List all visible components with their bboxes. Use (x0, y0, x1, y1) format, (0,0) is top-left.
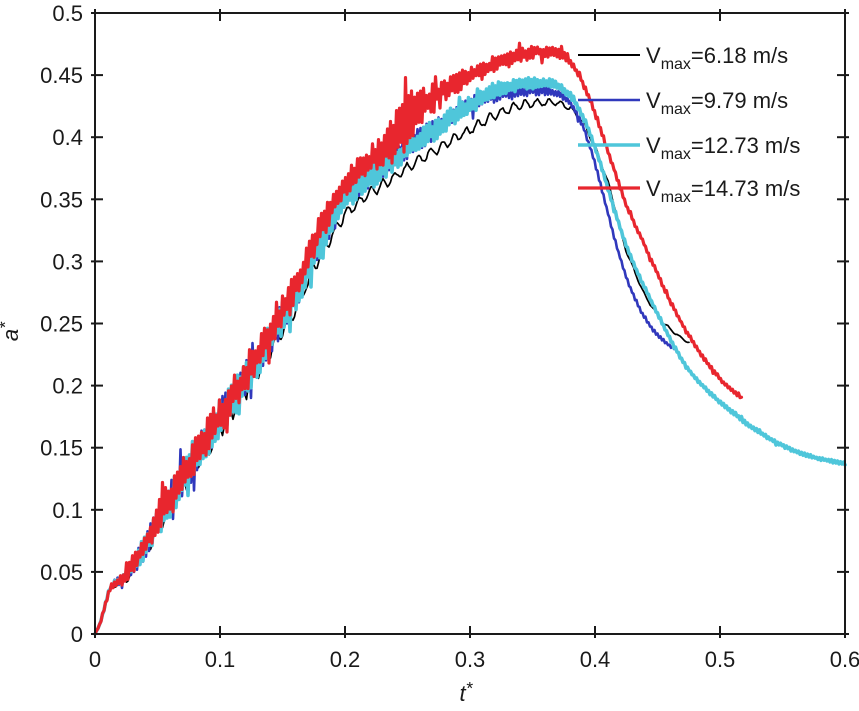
series-line-vmax-14-73 (93, 41, 744, 636)
curves-group (93, 41, 847, 636)
x-tick-label: 0 (89, 647, 101, 672)
y-tick-label: 0.5 (52, 1, 83, 26)
y-tick-label: 0.3 (52, 249, 83, 274)
y-axis-label: a* (0, 321, 23, 341)
legend-label-vmax-6-18: Vmax=6.18 m/s (646, 43, 788, 73)
y-tick-label: 0.45 (40, 63, 83, 88)
x-tick-label: 0.1 (205, 647, 236, 672)
y-tick-label: 0.1 (52, 498, 83, 523)
legend-label-vmax-14-73: Vmax=14.73 m/s (646, 176, 800, 206)
y-tick-label: 0.05 (40, 560, 83, 585)
x-axis-label: t* (460, 678, 474, 706)
y-tick-label: 0.35 (40, 187, 83, 212)
series-line-vmax-12-73 (93, 76, 847, 636)
ticks-group (91, 9, 849, 638)
x-tick-label: 0.5 (705, 647, 736, 672)
legend-label-vmax-9-79: Vmax=9.79 m/s (646, 88, 788, 118)
y-tick-label: 0.4 (52, 125, 83, 150)
x-tick-label: 0.6 (830, 647, 859, 672)
y-tick-label: 0.2 (52, 374, 83, 399)
legend: Vmax=6.18 m/s Vmax=9.79 m/s Vmax=12.73 m/s… (578, 43, 800, 206)
y-tick-label: 0 (71, 622, 83, 647)
x-tick-label: 0.3 (455, 647, 486, 672)
x-tick-label: 0.4 (580, 647, 611, 672)
x-tick-label: 0.2 (330, 647, 361, 672)
legend-label-vmax-12-73: Vmax=12.73 m/s (646, 133, 800, 163)
y-tick-label: 0.25 (40, 312, 83, 337)
y-tick-label: 0.15 (40, 436, 83, 461)
